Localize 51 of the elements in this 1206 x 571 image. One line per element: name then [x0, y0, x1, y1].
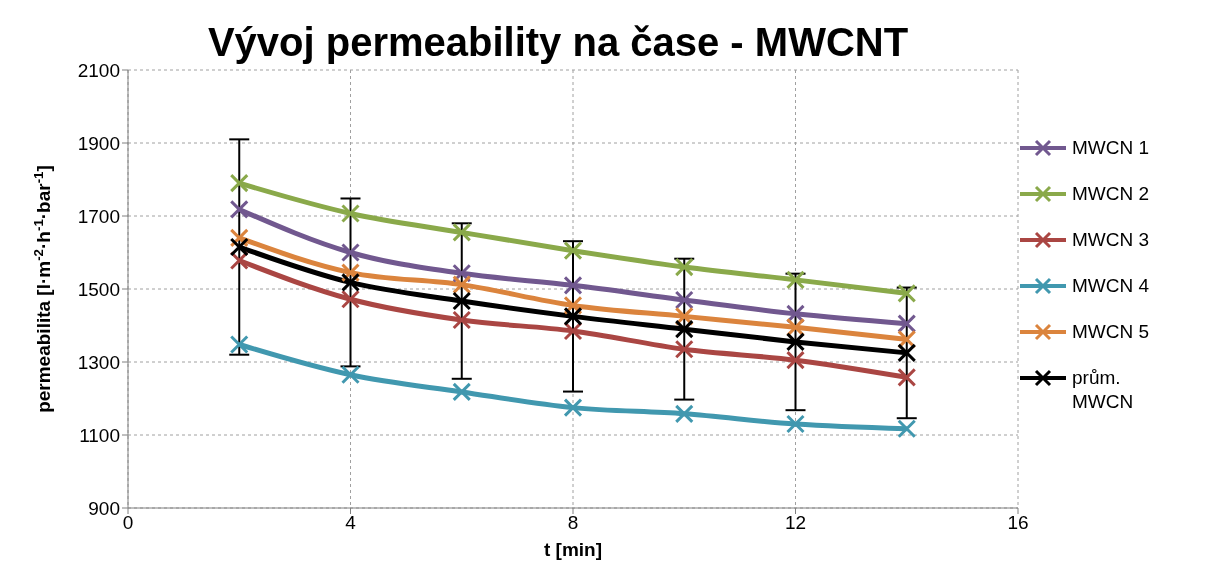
point [674, 319, 694, 339]
y-tick-label: 1100 [79, 424, 120, 446]
legend-label: MWCN 1 [1072, 136, 1151, 160]
point [786, 332, 805, 352]
y-tick-label: 1900 [77, 132, 120, 154]
point [897, 283, 917, 303]
point [674, 257, 694, 277]
y-tick-label: 2100 [77, 59, 120, 81]
legend-label: MWCN 4 [1072, 274, 1151, 298]
point [452, 382, 472, 402]
x-tick-label: 8 [567, 512, 579, 534]
x-tick-label: 4 [345, 512, 357, 534]
point [563, 306, 583, 326]
point [674, 339, 694, 359]
x-tick-label: 12 [784, 512, 807, 534]
point [786, 350, 805, 370]
point [897, 343, 917, 363]
point [229, 173, 249, 193]
y-tick-label: 900 [88, 497, 120, 519]
chart-title: Vývoj permeability na čase - MWCNT [207, 20, 909, 64]
point [452, 222, 472, 242]
legend-label: MWCN 2 [1072, 182, 1151, 206]
point [786, 414, 805, 434]
point [229, 237, 249, 257]
point [674, 404, 694, 424]
point [786, 270, 805, 290]
x-axis-title: t [min] [543, 539, 603, 560]
point [897, 367, 917, 387]
point [563, 275, 583, 295]
x-tick-label: 0 [122, 512, 134, 534]
legend-label: MWCN 3 [1072, 228, 1151, 252]
point [341, 203, 360, 223]
x-tick-label: 16 [1007, 512, 1029, 534]
point [341, 243, 360, 262]
point [341, 365, 360, 385]
point [563, 398, 583, 418]
point [341, 289, 360, 309]
point [452, 275, 472, 295]
point [452, 310, 472, 330]
y-tick-label: 1700 [77, 205, 120, 227]
legend-label: prům. MWCN [1072, 366, 1135, 414]
y-tick-label: 1300 [77, 351, 120, 373]
point [229, 334, 249, 354]
y-tick-label: 1500 [77, 278, 120, 300]
point [674, 290, 694, 310]
point [341, 272, 360, 292]
point [452, 291, 472, 311]
point [563, 241, 583, 261]
point [897, 419, 917, 439]
point [229, 199, 249, 219]
legend-label: MWCN 5 [1072, 320, 1151, 344]
